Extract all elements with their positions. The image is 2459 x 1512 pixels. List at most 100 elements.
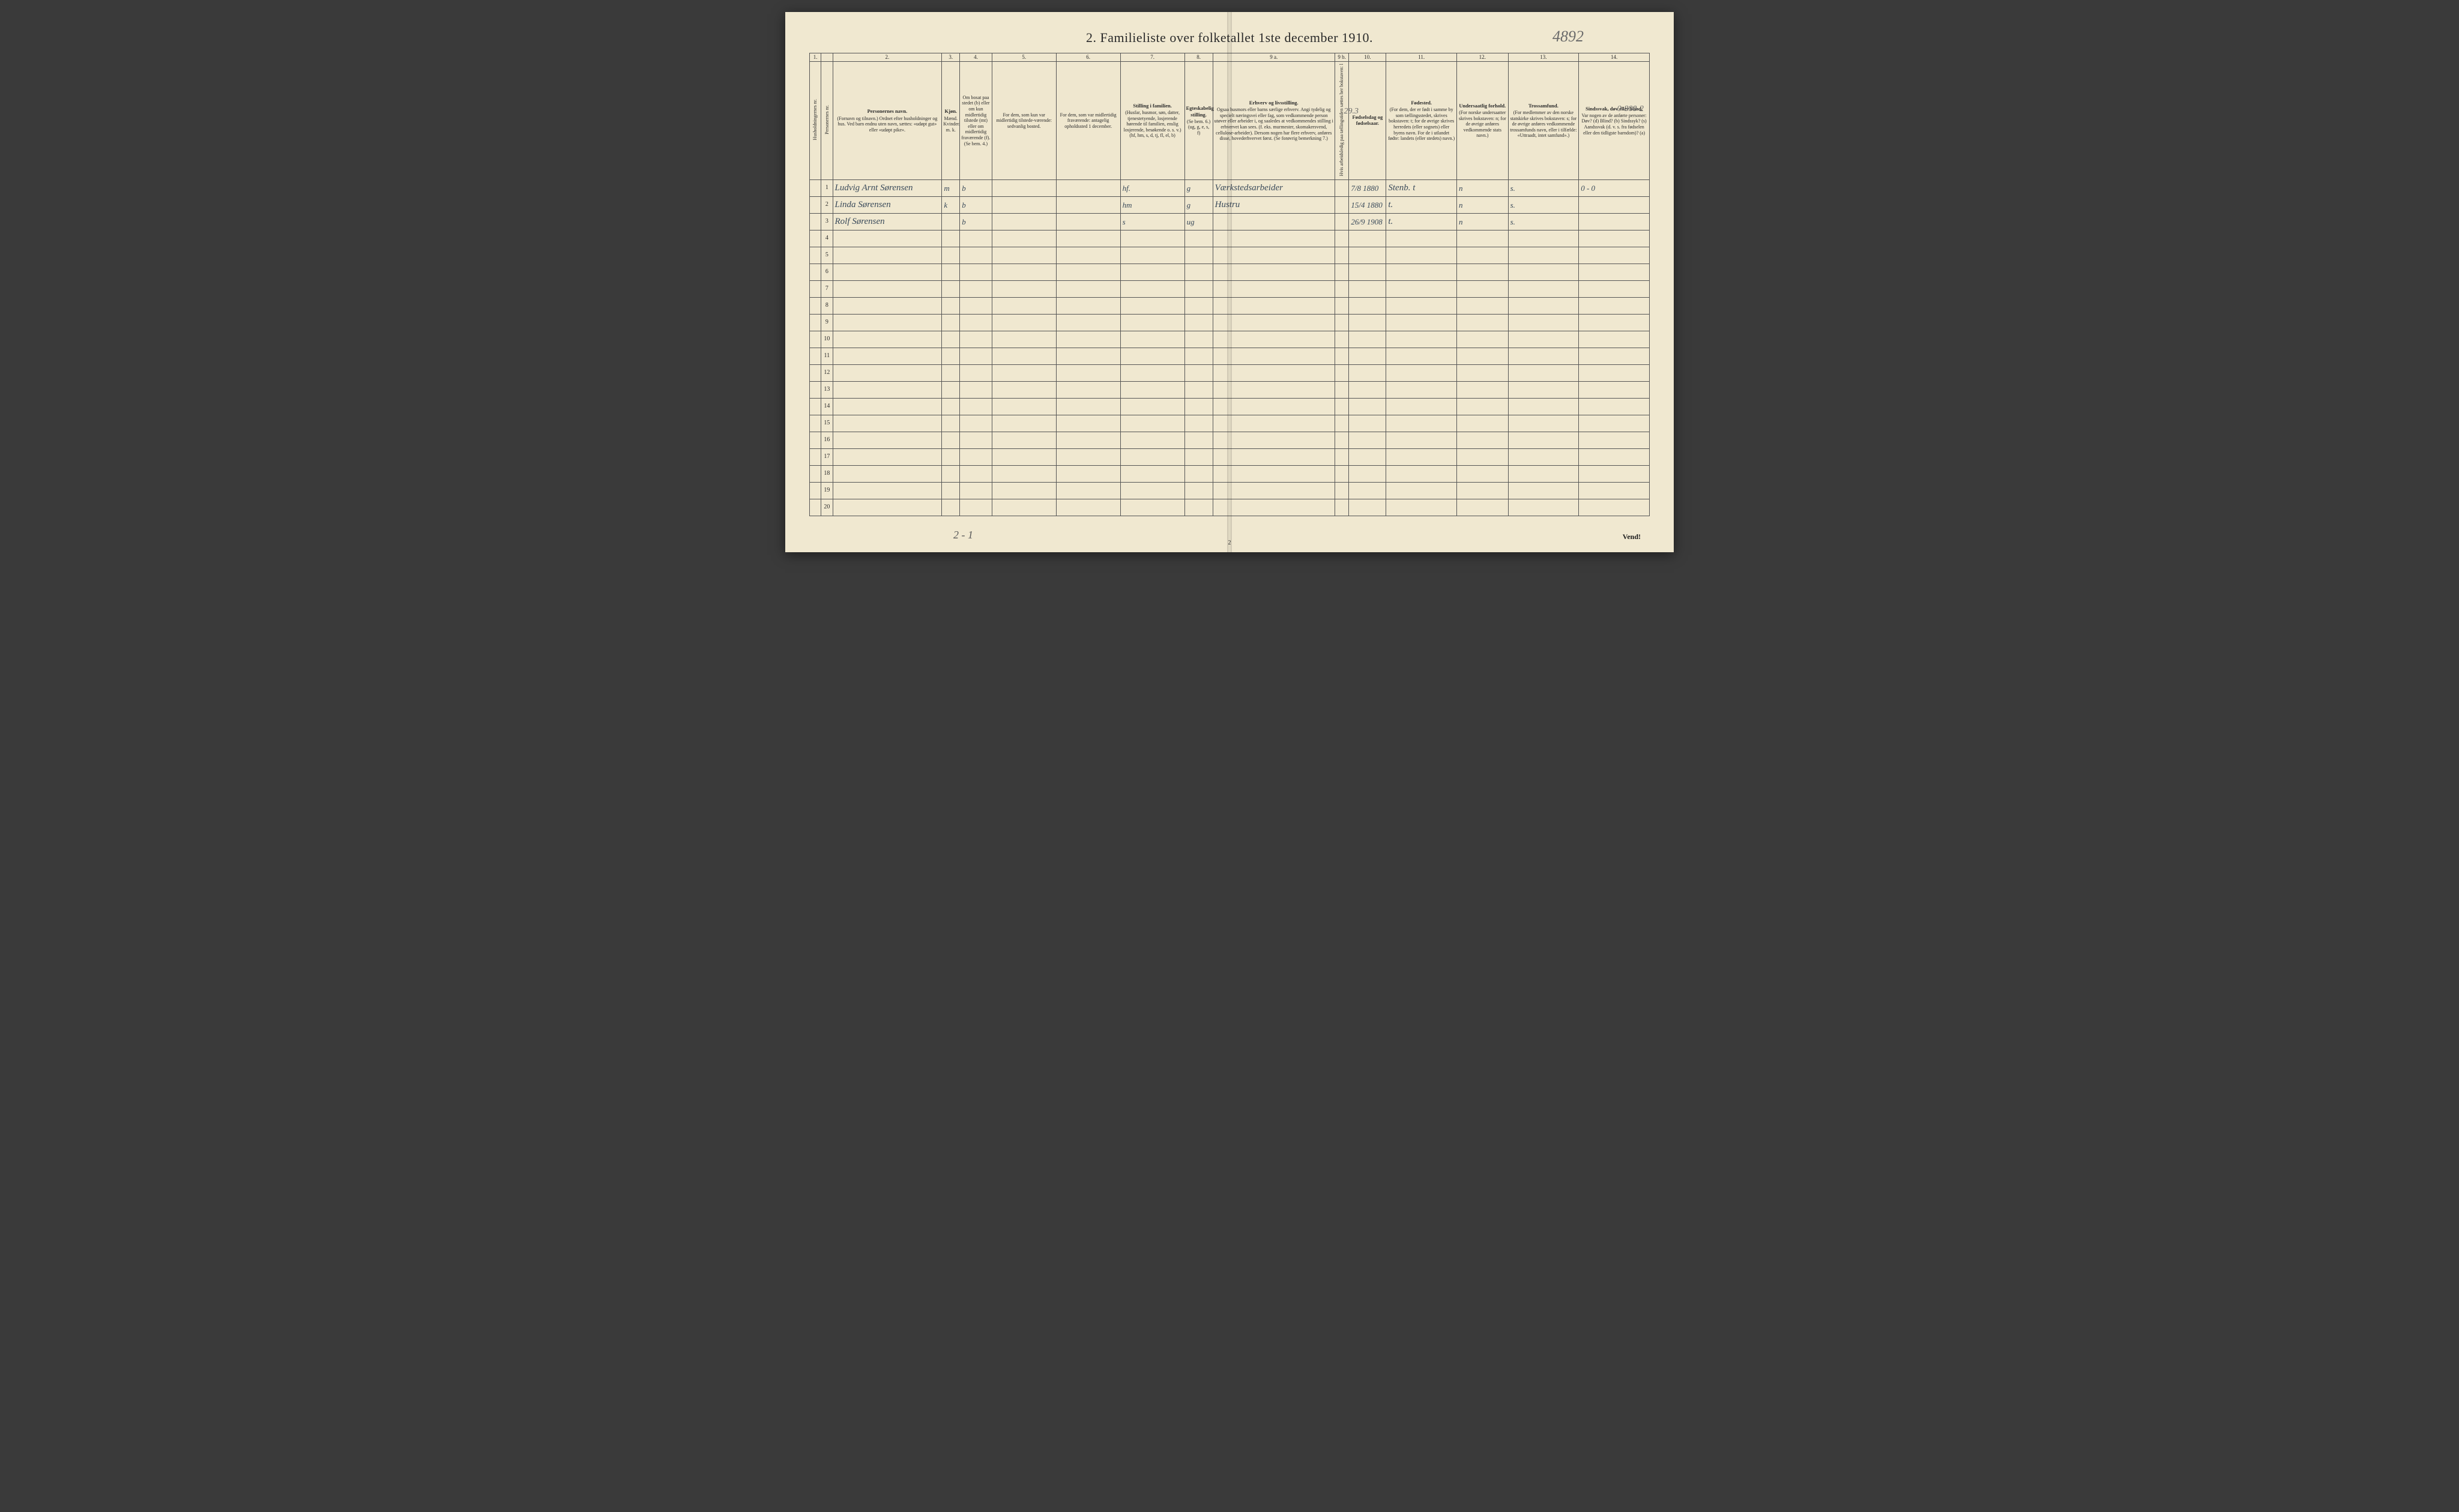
cell-empty: [1213, 482, 1335, 499]
cell-household: [810, 196, 821, 213]
header-c7: Stilling i familien.(Husfar, husmor, søn…: [1120, 62, 1184, 180]
header-row: Husholdningernes nr.Personernes nr.Perso…: [810, 62, 1650, 180]
cell-name: Rolf Sørensen: [833, 213, 942, 230]
cell-empty: [1579, 230, 1650, 247]
cell-empty: [960, 247, 992, 264]
cell-empty: [1579, 280, 1650, 297]
page-title: 2. Familieliste over folketallet 1ste de…: [809, 30, 1650, 46]
col-number: 12.: [1457, 53, 1509, 62]
cell-empty: [833, 448, 942, 465]
handwritten-id: 4892: [1552, 28, 1584, 46]
cell-empty: [942, 297, 960, 314]
cell-empty: [1056, 331, 1120, 348]
cell-empty: [1386, 314, 1457, 331]
cell-empty: [1349, 499, 1386, 516]
cell-empty: [1579, 448, 1650, 465]
cell-household: [810, 448, 821, 465]
cell-person-num: 9: [821, 314, 833, 331]
cell-empty: [942, 465, 960, 482]
cell-empty: [1213, 398, 1335, 415]
table-row: 3Rolf Sørensenbsug26/9 1908t.ns.: [810, 213, 1650, 230]
cell-person-num: 8: [821, 297, 833, 314]
cell-empty: [1184, 297, 1213, 314]
cell-empty: [1335, 432, 1349, 448]
cell-empty: [1120, 482, 1184, 499]
cell-empty: [1457, 499, 1509, 516]
cell-empty: [1335, 331, 1349, 348]
cell-empty: [1120, 230, 1184, 247]
cell-empty: [833, 314, 942, 331]
cell-empty: [1579, 247, 1650, 264]
cell-empty: [1579, 482, 1650, 499]
cell-empty: [833, 499, 942, 516]
cell-empty: [1349, 381, 1386, 398]
table-row: 14: [810, 398, 1650, 415]
header-c4: Om bosat paa stedet (b) eller om kun mid…: [960, 62, 992, 180]
cell-empty: [1120, 465, 1184, 482]
cell-empty: [1386, 499, 1457, 516]
cell-name: Linda Sørensen: [833, 196, 942, 213]
cell-empty: [992, 264, 1056, 280]
cell-empty: [1508, 398, 1579, 415]
col-number: 2.: [833, 53, 942, 62]
census-page: 4892 2. Familieliste over folketallet 1s…: [785, 12, 1674, 552]
cell-empty: [1349, 348, 1386, 364]
cell-household: [810, 499, 821, 516]
cell-empty: [960, 230, 992, 247]
cell-c5: [992, 196, 1056, 213]
header-c5: For dem, som kun var midlertidig tilsted…: [992, 62, 1056, 180]
cell-empty: [1349, 297, 1386, 314]
cell-empty: [942, 364, 960, 381]
cell-c9b: [1335, 179, 1349, 196]
cell-household: [810, 179, 821, 196]
cell-person-num: 16: [821, 432, 833, 448]
cell-c5: [992, 213, 1056, 230]
cell-empty: [960, 398, 992, 415]
col-number: 5.: [992, 53, 1056, 62]
cell-empty: [1184, 398, 1213, 415]
cell-empty: [1508, 264, 1579, 280]
cell-empty: [1184, 264, 1213, 280]
cell-empty: [1056, 348, 1120, 364]
cell-empty: [1213, 230, 1335, 247]
cell-empty: [992, 230, 1056, 247]
cell-sex: [942, 213, 960, 230]
cell-empty: [1184, 280, 1213, 297]
table-row: 16: [810, 432, 1650, 448]
cell-empty: [1213, 432, 1335, 448]
col-number: 1.: [810, 53, 821, 62]
cell-c14: [1579, 213, 1650, 230]
table-row: 1Ludvig Arnt Sørensenmbhf.gVærkstedsarbe…: [810, 179, 1650, 196]
cell-empty: [1056, 364, 1120, 381]
cell-empty: [1457, 297, 1509, 314]
cell-household: [810, 364, 821, 381]
cell-empty: [1508, 297, 1579, 314]
cell-empty: [992, 448, 1056, 465]
cell-empty: [1335, 398, 1349, 415]
table-row: 15: [810, 415, 1650, 432]
cell-empty: [1386, 247, 1457, 264]
cell-empty: [960, 297, 992, 314]
cell-empty: [1349, 264, 1386, 280]
cell-empty: [1056, 398, 1120, 415]
cell-empty: [1579, 432, 1650, 448]
cell-household: [810, 331, 821, 348]
cell-empty: [992, 432, 1056, 448]
cell-empty: [1386, 364, 1457, 381]
cell-empty: [1335, 482, 1349, 499]
cell-household: [810, 264, 821, 280]
cell-c9b: [1335, 213, 1349, 230]
cell-empty: [1120, 264, 1184, 280]
col-number: [821, 53, 833, 62]
header-c1: Husholdningernes nr.: [810, 62, 821, 180]
cell-empty: [1184, 348, 1213, 364]
cell-empty: [1120, 280, 1184, 297]
cell-empty: [1056, 230, 1120, 247]
cell-person-num: 18: [821, 465, 833, 482]
cell-household: [810, 247, 821, 264]
cell-empty: [833, 264, 942, 280]
cell-household: [810, 230, 821, 247]
cell-empty: [960, 348, 992, 364]
header-c8: Egteskabelig stilling.(Se bem. 6.) (ug, …: [1184, 62, 1213, 180]
cell-empty: [942, 499, 960, 516]
